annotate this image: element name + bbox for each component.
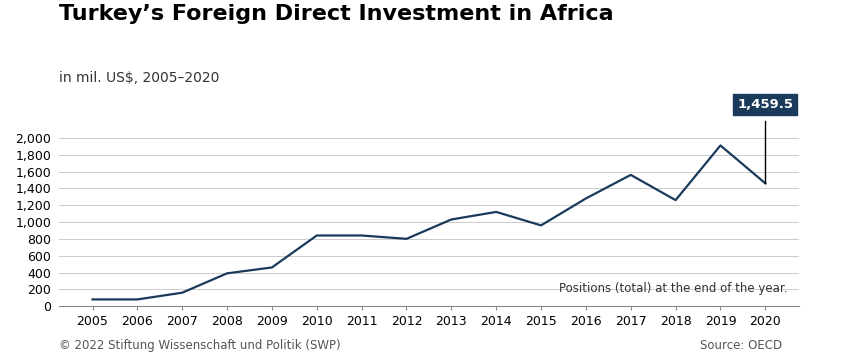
Text: in mil. US$, 2005–2020: in mil. US$, 2005–2020 — [59, 71, 220, 85]
Text: Positions (total) at the end of the year.: Positions (total) at the end of the year… — [559, 282, 788, 295]
Text: © 2022 Stiftung Wissenschaft und Politik (SWP): © 2022 Stiftung Wissenschaft und Politik… — [59, 339, 341, 352]
Text: Turkey’s Foreign Direct Investment in Africa: Turkey’s Foreign Direct Investment in Af… — [59, 4, 613, 23]
Text: Source: OECD: Source: OECD — [700, 339, 782, 352]
Text: 1,459.5: 1,459.5 — [738, 98, 793, 111]
